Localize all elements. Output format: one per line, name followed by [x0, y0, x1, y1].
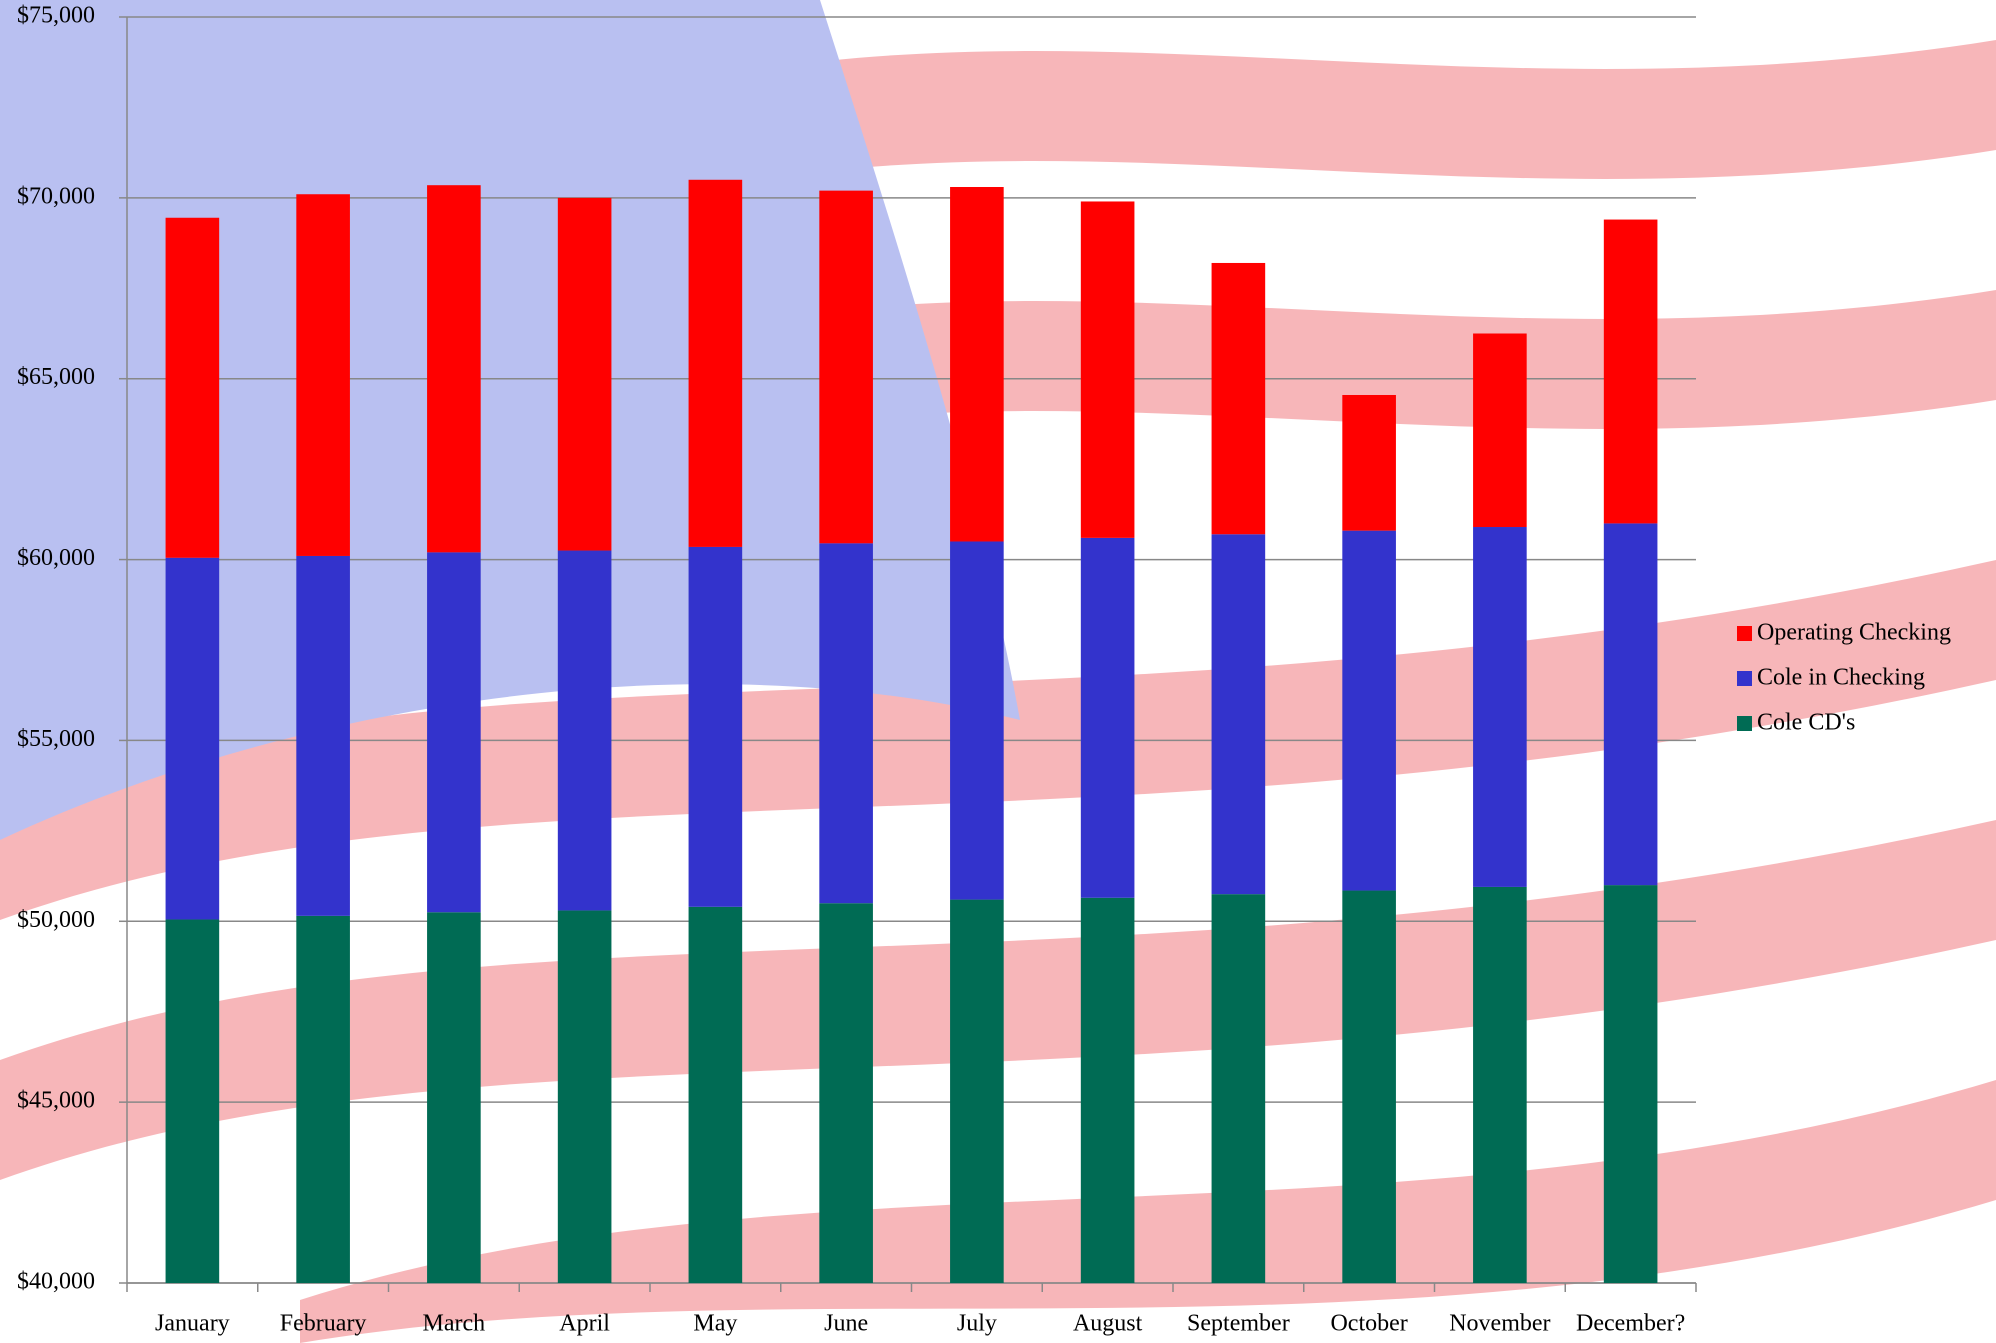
y-tick-label: $60,000: [17, 545, 95, 571]
bar-segment: [1080, 537, 1135, 898]
bar-segment: [688, 906, 743, 1283]
y-tick-label: $45,000: [17, 1088, 95, 1114]
bar-segment: [1603, 219, 1658, 524]
x-tick-label: May: [693, 1311, 737, 1337]
bar-segment: [1473, 886, 1527, 1283]
x-tick-label: August: [1073, 1311, 1143, 1337]
bar-segment: [1211, 262, 1266, 535]
bar-segment: [165, 217, 220, 558]
legend-swatch: [1737, 671, 1752, 686]
y-tick-label: $65,000: [17, 364, 95, 390]
bar-segment: [1211, 894, 1266, 1283]
x-tick-label: March: [423, 1311, 486, 1337]
y-tick-label: $75,000: [17, 3, 95, 29]
y-tick-label: $70,000: [17, 183, 95, 209]
bar-segment: [1473, 333, 1527, 528]
x-tick-label: February: [280, 1311, 367, 1337]
bar-segment: [950, 541, 1004, 900]
x-tick-label: July: [957, 1311, 997, 1337]
y-tick-label: $55,000: [17, 726, 95, 752]
bar-segment: [819, 903, 873, 1283]
legend-label: Cole CD's: [1757, 710, 1855, 736]
bar-segment: [1211, 534, 1266, 895]
legend-label: Cole in Checking: [1757, 665, 1925, 691]
bar-segment: [557, 910, 612, 1283]
x-tick-label: December?: [1576, 1311, 1685, 1337]
legend-swatch: [1737, 716, 1752, 731]
x-tick-label: April: [559, 1311, 610, 1337]
x-tick-label: June: [824, 1311, 868, 1337]
bar-segment: [1603, 523, 1658, 886]
bar-segment: [165, 557, 220, 920]
bar-segment: [1342, 890, 1396, 1283]
bar-segment: [1342, 394, 1396, 531]
bar-segment: [427, 552, 481, 913]
bar-segment: [688, 546, 743, 907]
x-tick-label: October: [1330, 1311, 1407, 1337]
x-tick-label: January: [155, 1311, 230, 1337]
y-tick-label: $40,000: [17, 1269, 95, 1295]
y-tick-label: $50,000: [17, 907, 95, 933]
bar-segment: [688, 179, 743, 547]
bar-segment: [1342, 530, 1396, 891]
bar-segment: [819, 543, 873, 904]
bar-segment: [296, 915, 350, 1283]
bar-segment: [165, 919, 220, 1283]
bar-segment: [950, 899, 1004, 1283]
bar-segment: [950, 187, 1004, 542]
legend-swatch: [1737, 626, 1752, 641]
x-tick-label: November: [1449, 1311, 1550, 1337]
bar-segment: [296, 555, 350, 916]
bar-segment: [1473, 527, 1527, 887]
bar-segment: [557, 197, 612, 551]
bar-segment: [1080, 201, 1135, 538]
x-tick-label: September: [1187, 1311, 1290, 1337]
bar-segment: [1080, 897, 1135, 1283]
bar-segment: [427, 912, 481, 1283]
bar-segment: [1603, 885, 1658, 1283]
bar-segment: [557, 550, 612, 911]
bar-segment: [296, 194, 350, 556]
legend-label: Operating Checking: [1757, 620, 1951, 646]
bar-segment: [427, 185, 481, 553]
bar-segment: [819, 190, 873, 544]
